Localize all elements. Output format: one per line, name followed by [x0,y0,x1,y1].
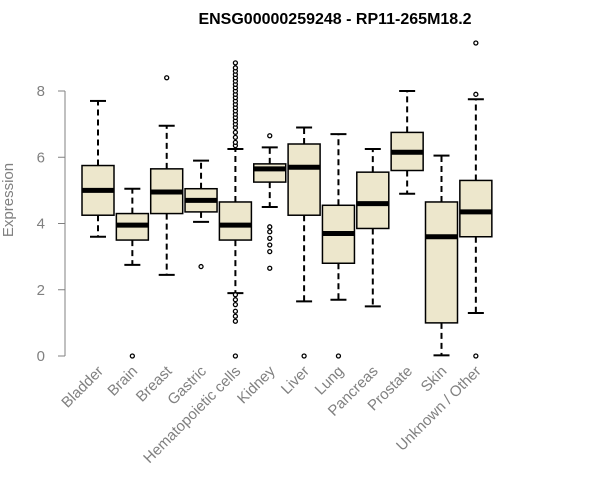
outlier-point [232,60,239,66]
outlier-point [232,318,239,324]
y-axis-label: Expression [0,163,17,237]
chart-title: ENSG00000259248 - RP11-265M18.2 [198,11,471,28]
y-tick-label: 4 [37,216,45,233]
outlier-point [232,313,239,319]
outlier-point [267,235,273,242]
outlier-point [232,353,239,359]
box-lung [321,133,356,359]
outlier-point [267,133,273,139]
outlier-point [232,129,239,136]
y-tick-label: 6 [37,149,45,166]
iqr-box [218,201,253,241]
iqr-box [424,201,459,324]
outlier-point [232,65,239,71]
outlier-point [198,263,204,270]
box-bladder [81,99,115,238]
box-gastric [184,159,218,270]
y-tick-label: 2 [37,282,45,299]
iqr-box [356,171,390,230]
outlier-point [232,302,239,308]
x-category-label: Liver [278,363,313,398]
box-prostate [390,90,424,195]
box-brain [115,187,150,359]
box-series [81,40,493,359]
outlier-point [267,249,273,255]
outlier-point [267,242,273,248]
box-breast [149,75,184,276]
box-liver [287,126,321,359]
outlier-point [473,353,479,359]
y-axis: 0 2 4 6 8 [37,83,66,365]
box-pancreas [356,147,390,308]
outlier-point [473,91,479,97]
box-hematopoietic-cells [218,60,253,359]
outlier-point [129,353,136,359]
outlier-point [267,265,273,271]
outlier-point [232,292,239,298]
outlier-point [473,40,479,46]
outlier-point [267,224,273,230]
x-category-label: Kidney [234,362,279,407]
iqr-box [287,143,321,216]
iqr-box [459,179,493,238]
outlier-point [232,297,239,303]
x-category-label: Bladder [58,363,107,412]
y-tick-label: 0 [37,348,45,365]
outlier-point [232,139,239,145]
box-unknown-other [459,40,493,359]
outlier-point [232,308,239,314]
outlier-point [232,134,239,141]
outlier-point [267,229,273,235]
box-skin [424,154,459,357]
outlier-point [164,75,170,81]
outlier-point [301,353,307,359]
outlier-point [335,353,342,359]
box-kidney [253,133,287,271]
y-tick-label: 8 [37,83,45,100]
